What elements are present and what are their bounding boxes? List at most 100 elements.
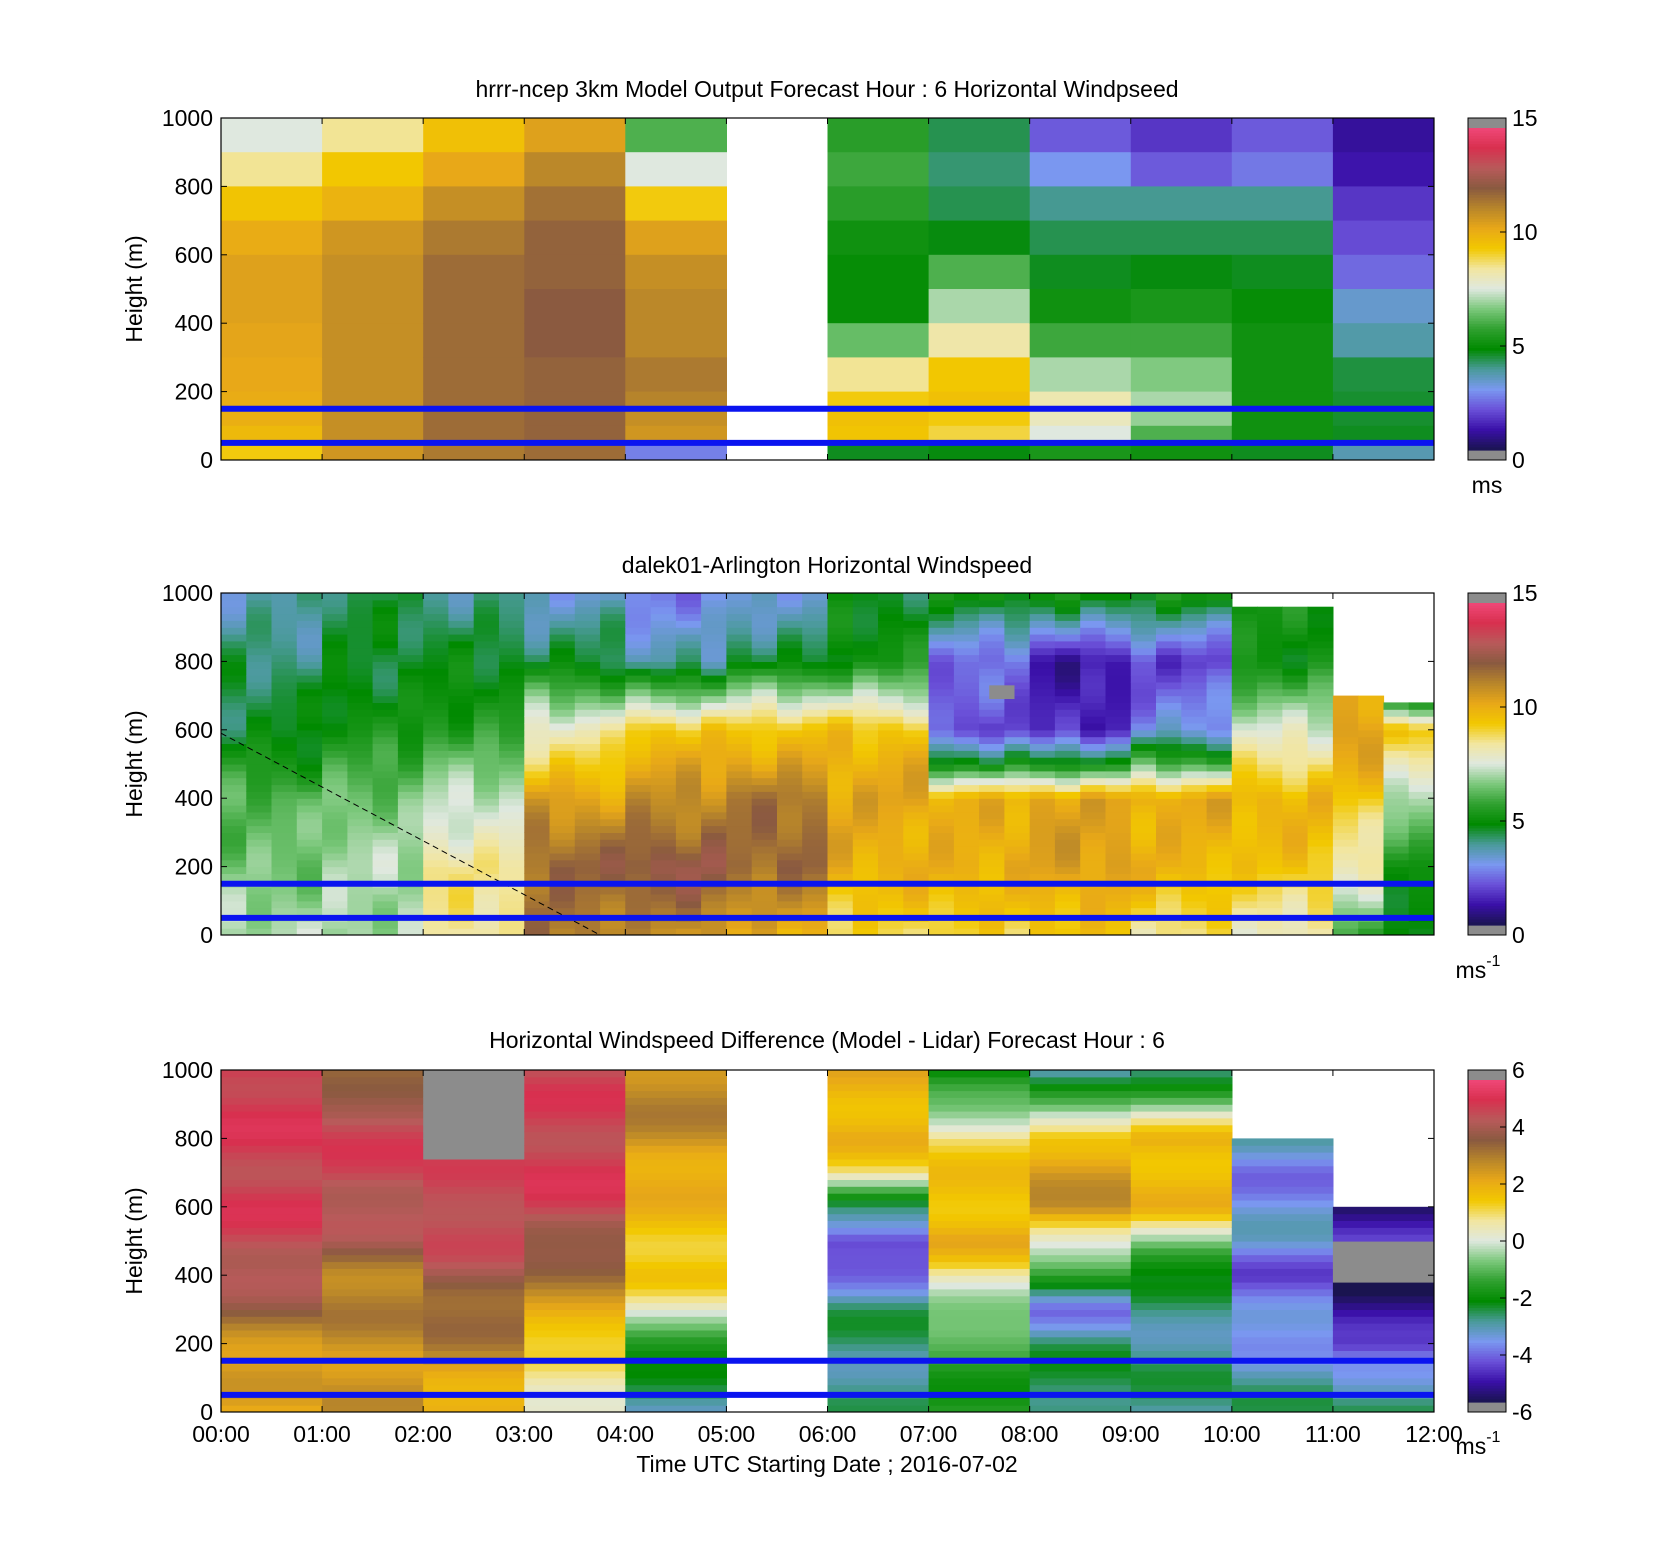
heatmap-cell — [827, 1083, 930, 1092]
heatmap-cell — [347, 599, 374, 608]
heatmap-cell — [448, 791, 475, 799]
heatmap-cell — [372, 640, 399, 649]
heatmap-cell — [322, 599, 348, 608]
heatmap-cell — [1054, 675, 1081, 683]
heatmap-cell — [296, 764, 323, 772]
y-tick-label: 800 — [175, 1125, 213, 1151]
heatmap-cell — [827, 1343, 930, 1351]
heatmap-cell — [271, 681, 298, 690]
heatmap-cell — [600, 921, 626, 929]
heatmap-cell — [650, 811, 677, 820]
heatmap-cell — [751, 852, 778, 861]
colorbar-segment — [1468, 882, 1506, 886]
heatmap-cell — [1029, 1275, 1132, 1283]
heatmap-cell — [1004, 654, 1031, 662]
heatmap-cell — [1181, 640, 1208, 649]
heatmap-cell — [827, 1241, 930, 1249]
colorbar-segment — [1468, 133, 1506, 137]
heatmap-cell — [625, 921, 652, 929]
heatmap-cell — [1105, 723, 1132, 731]
heatmap-cell — [322, 1193, 424, 1201]
heatmap-cell — [903, 873, 930, 881]
heatmap-cell — [1080, 606, 1107, 615]
heatmap-cell — [1383, 805, 1410, 813]
heatmap-cell — [296, 716, 323, 724]
heatmap-cell — [372, 887, 399, 895]
heatmap-cell — [1105, 900, 1132, 909]
colorbar-segment — [1468, 1235, 1506, 1239]
heatmap-cell — [423, 716, 450, 724]
heatmap-cell — [650, 839, 677, 847]
heatmap-cell — [625, 1227, 727, 1235]
colorbar-segment — [1468, 168, 1506, 172]
heatmap-cell — [1130, 1138, 1233, 1146]
colorbar-segment — [1468, 611, 1506, 615]
heatmap-cell — [524, 1152, 626, 1160]
heatmap-cell — [625, 391, 727, 410]
colorbar-segment — [1468, 836, 1506, 840]
heatmap-cell — [246, 757, 273, 765]
heatmap-cell — [1282, 723, 1309, 731]
heatmap-cell — [1307, 688, 1334, 697]
heatmap-cell — [928, 357, 1031, 393]
heatmap-cell — [1206, 811, 1233, 820]
colorbar-segment — [1468, 286, 1506, 290]
heatmap-cell — [448, 593, 475, 601]
panel-lidar-reference-lines — [221, 880, 1434, 921]
heatmap-cell — [1408, 777, 1434, 786]
heatmap-cell — [1231, 1275, 1334, 1283]
heatmap-cell — [650, 709, 677, 717]
heatmap-cell — [524, 1200, 626, 1208]
heatmap-cell — [1080, 729, 1107, 738]
heatmap-cell — [903, 764, 930, 772]
colorbar-segment — [1468, 393, 1506, 397]
heatmap-cell — [827, 391, 930, 410]
colorbar-segment — [1468, 321, 1506, 325]
heatmap-cell — [1206, 887, 1233, 895]
heatmap-cell — [928, 1220, 1031, 1228]
heatmap-cell — [928, 1152, 1031, 1160]
heatmap-cell — [600, 634, 626, 642]
heatmap-cell — [372, 661, 399, 669]
heatmap-cell — [549, 661, 576, 669]
heatmap-cell — [1130, 1316, 1233, 1324]
heatmap-cell — [1156, 750, 1182, 758]
heatmap-cell — [1231, 620, 1258, 628]
colorbar-segment — [1468, 637, 1506, 642]
heatmap-cell — [751, 606, 778, 615]
heatmap-cell — [852, 805, 879, 813]
heatmap-cell — [448, 729, 475, 738]
heatmap-cell — [1004, 620, 1031, 628]
heatmap-cell — [322, 647, 348, 656]
heatmap-cell — [423, 859, 450, 868]
panel-difference-ylabel: Height (m) — [121, 1187, 147, 1294]
colorbar-segment — [1468, 1294, 1506, 1298]
heatmap-cell — [397, 640, 424, 649]
heatmap-cell — [423, 1350, 525, 1358]
heatmap-cell — [1029, 1234, 1132, 1242]
heatmap-cell — [448, 743, 475, 751]
heatmap-cell — [751, 859, 778, 868]
colorbar-segment — [1468, 353, 1506, 357]
heatmap-cell — [423, 1377, 525, 1386]
heatmap-cell — [1130, 1364, 1233, 1372]
colorbar-segment — [1468, 812, 1506, 816]
heatmap-cell — [221, 1206, 323, 1215]
heatmap-cell — [296, 784, 323, 792]
heatmap-cell — [1358, 818, 1385, 827]
heatmap-cell — [347, 613, 374, 621]
colorbar-segment — [1468, 377, 1506, 381]
heatmap-cell — [928, 1083, 1031, 1092]
heatmap-cell — [524, 887, 551, 895]
heatmap-cell — [928, 599, 955, 608]
heatmap-cell — [473, 620, 500, 628]
heatmap-cell — [726, 900, 753, 909]
heatmap-cell — [423, 593, 450, 601]
heatmap-cell — [928, 391, 1031, 410]
heatmap-cell — [625, 593, 652, 601]
heatmap-cell — [423, 1384, 525, 1392]
heatmap-cell — [1181, 825, 1208, 833]
heatmap-cell — [726, 818, 753, 827]
heatmap-cell — [296, 791, 323, 799]
heatmap-cell — [322, 1377, 424, 1386]
